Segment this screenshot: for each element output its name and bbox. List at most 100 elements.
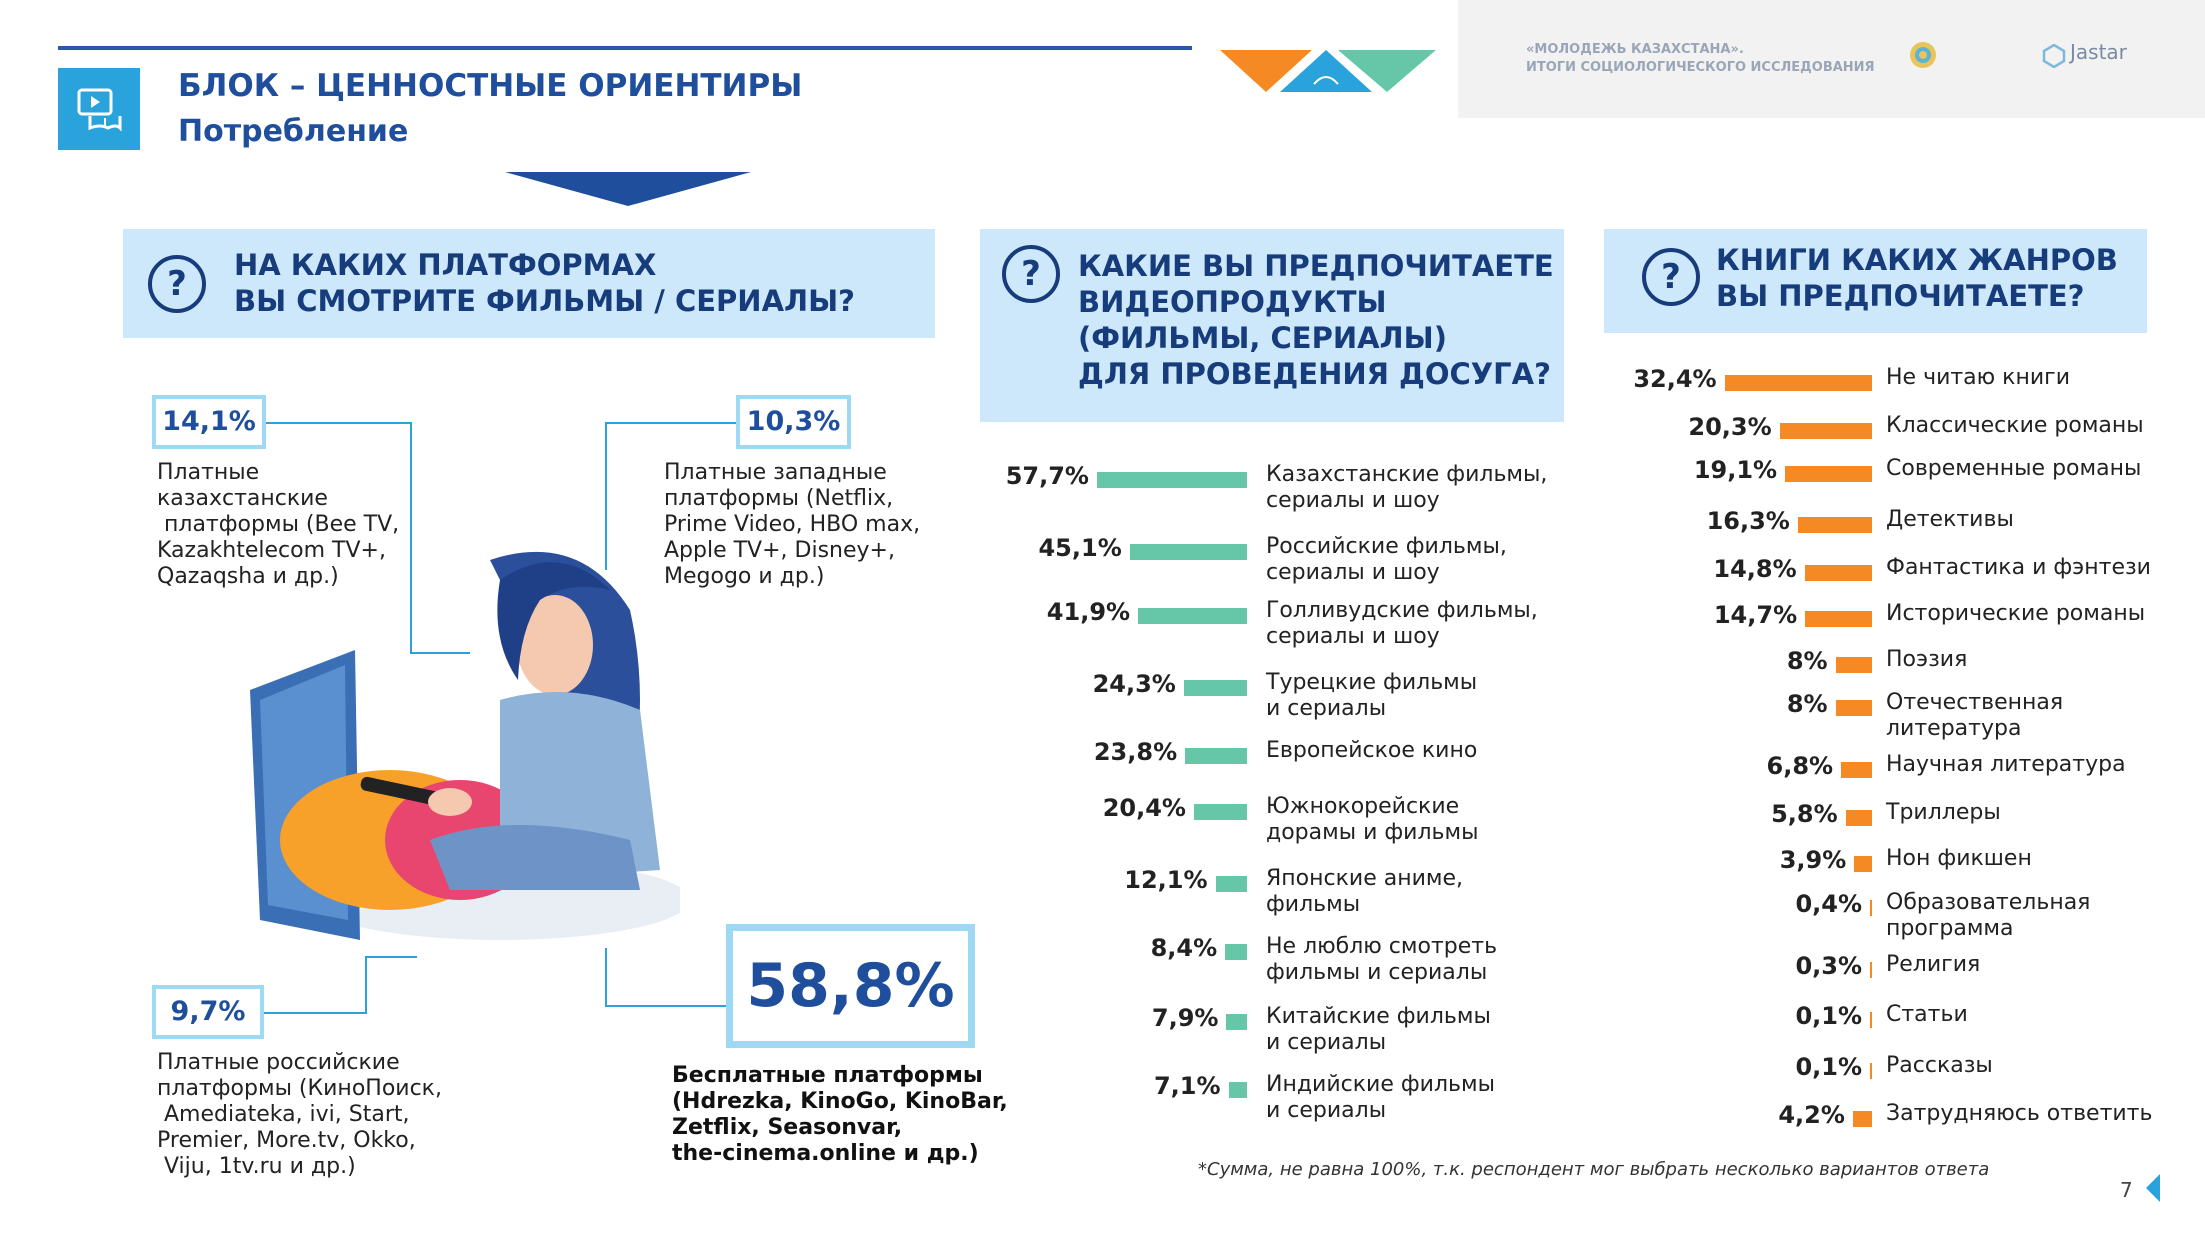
data-label: 8% [1786, 690, 1828, 718]
data-label: 8% [1786, 647, 1828, 675]
chart-bar [1870, 962, 1872, 978]
chart-bar [1852, 1111, 1872, 1127]
chart-bar [1096, 472, 1247, 488]
connector-line [262, 1012, 367, 1014]
data-label: 0,1% [1795, 1002, 1862, 1030]
connector-line [605, 948, 607, 1006]
emblem-icon [1910, 42, 1936, 68]
data-label: 41,9% [1046, 598, 1131, 626]
category-label: Рассказы [1886, 1053, 1993, 1078]
category-label: Научная литература [1886, 752, 2126, 777]
data-label: 5,8% [1771, 800, 1838, 828]
report-title: «МОЛОДЕЖЬ КАЗАХСТАНА». ИТОГИ СОЦИОЛОГИЧЕ… [1526, 42, 1875, 75]
connector-line [365, 956, 367, 1014]
chart-bar [1183, 680, 1247, 696]
chart-bar [1870, 1012, 1872, 1028]
data-label: 12,1% [1124, 866, 1208, 894]
platform-percent: 14,1% [152, 395, 266, 449]
header-band [1458, 0, 2205, 118]
chart-bar [1193, 804, 1247, 820]
question-icon: ? [1002, 245, 1060, 303]
category-label: Турецкие фильмы и сериалы [1266, 670, 1478, 721]
connector-line [410, 652, 470, 654]
category-label: Фантастика и фэнтези [1886, 555, 2151, 580]
platform-percent: 10,3% [736, 395, 851, 449]
data-label: 23,8% [1093, 738, 1178, 766]
category-label: Индийские фильмы и сериалы [1266, 1072, 1495, 1123]
video-book-icon [58, 68, 140, 150]
data-label: 32,4% [1633, 365, 1717, 393]
data-label: 7,1% [1153, 1072, 1221, 1100]
header-rule [58, 46, 1192, 50]
brand-name: Jastar [2070, 40, 2127, 64]
category-label: Классические романы [1886, 413, 2144, 438]
data-label: 3,9% [1779, 846, 1847, 874]
free-platforms-percent: 58,8% [726, 924, 975, 1048]
category-label: Поэзия [1886, 647, 1968, 672]
category-label: Современные романы [1886, 456, 2142, 481]
block-title: БЛОК – ЦЕННОСТНЫЕ ОРИЕНТИРЫ [178, 68, 803, 104]
category-label: Детективы [1886, 507, 2014, 532]
data-label: 14,8% [1713, 555, 1797, 583]
chart-bar [1841, 762, 1872, 778]
chart-bar [1226, 1014, 1247, 1030]
category-label: Южнокорейские дорамы и фильмы [1266, 794, 1479, 845]
chart-bar [1870, 900, 1872, 916]
data-label: 57,7% [1005, 462, 1089, 490]
data-label: 8,4% [1150, 934, 1218, 962]
chart-bar [1779, 423, 1872, 439]
category-label: Не люблю смотреть фильмы и сериалы [1266, 934, 1498, 985]
page-marker-icon [2146, 1174, 2160, 1202]
data-label: 7,9% [1151, 1004, 1219, 1032]
platform-description: Платные российские платформы (КиноПоиск,… [157, 1050, 442, 1179]
category-label: Религия [1886, 952, 1981, 977]
category-label: Образовательная программа [1886, 890, 2091, 941]
chart-bar [1225, 944, 1247, 960]
chart-bar [1129, 544, 1247, 560]
category-label: Затрудняюсь ответить [1886, 1101, 2153, 1126]
data-label: 45,1% [1038, 534, 1122, 562]
connector-line [262, 422, 412, 424]
chart-bar [1804, 565, 1872, 581]
category-label: Нон фикшен [1886, 846, 2032, 871]
question-box-video [980, 229, 1564, 422]
footnote: *Сумма, не равна 100%, т.к. респондент м… [1198, 1159, 1990, 1180]
category-label: Японские аниме, фильмы [1266, 866, 1464, 917]
category-label: Исторические романы [1886, 601, 2146, 626]
question-box-platforms [123, 229, 935, 338]
data-label: 0,1% [1795, 1053, 1862, 1081]
platform-percent: 9,7% [152, 985, 264, 1039]
connector-line [605, 422, 607, 570]
connector-line [410, 422, 412, 652]
question-icon: ? [1642, 248, 1700, 306]
chart-bar [1854, 856, 1872, 872]
question-platforms: НА КАКИХ ПЛАТФОРМАХ ВЫ СМОТРИТЕ ФИЛЬМЫ /… [234, 248, 855, 318]
category-label: Казахстанские фильмы, сериалы и шоу [1266, 462, 1548, 513]
data-label: 14,7% [1713, 601, 1798, 629]
category-label: Голливудские фильмы, сериалы и шоу [1266, 598, 1538, 649]
platform-description: Платные казахстанские платформы (Bee TV,… [157, 460, 400, 589]
category-label: Китайские фильмы и сериалы [1266, 1004, 1491, 1055]
chart-bar [1724, 375, 1872, 391]
data-label: 6,8% [1766, 752, 1834, 780]
category-label: Статьи [1886, 1002, 1968, 1027]
category-label: Европейское кино [1266, 738, 1478, 763]
chart-bar [1185, 748, 1247, 764]
connector-line [605, 1005, 729, 1007]
platform-description: Платные западные платформы (Netflix, Pri… [664, 460, 921, 589]
category-label: Отечественная литература [1886, 690, 2064, 741]
chart-bar [1870, 1063, 1872, 1079]
free-platforms-description: Бесплатные платформы (Hdrezka, KinoGo, K… [672, 1063, 1008, 1166]
chart-bar [1835, 657, 1872, 673]
chart-bar [1138, 608, 1247, 624]
ornament-icon [1220, 50, 1436, 92]
chart-bar [1797, 517, 1872, 533]
data-label: 24,3% [1092, 670, 1176, 698]
category-label: Триллеры [1886, 800, 2001, 825]
data-label: 0,3% [1795, 952, 1862, 980]
data-label: 20,4% [1102, 794, 1186, 822]
connector-line [365, 956, 417, 958]
chart-bar [1785, 466, 1872, 482]
chart-bar [1845, 810, 1872, 826]
data-label: 0,4% [1795, 890, 1862, 918]
